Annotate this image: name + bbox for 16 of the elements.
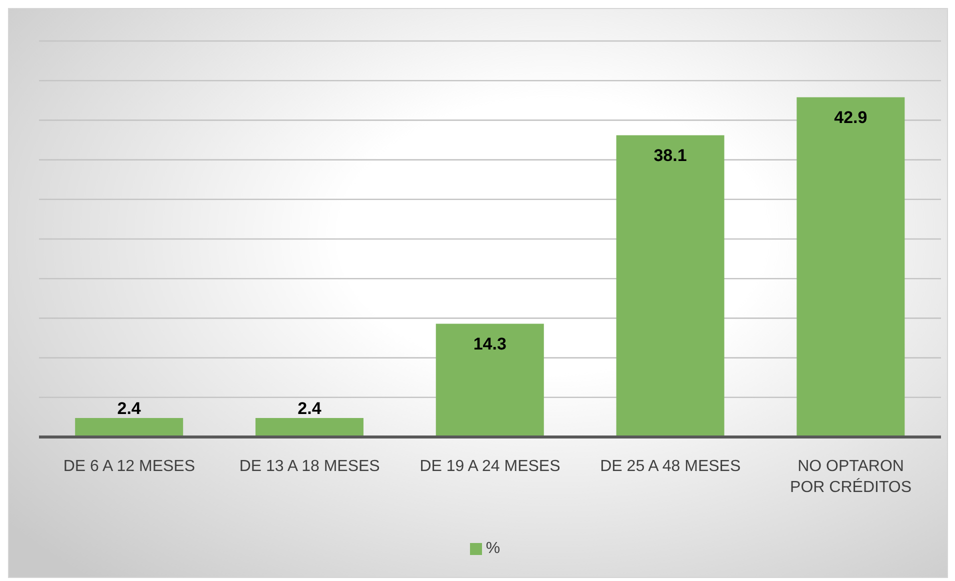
x-tick-label: DE 25 A 48 MESES: [600, 458, 741, 475]
x-tick-label: DE 6 A 12 MESES: [63, 458, 196, 475]
bar: [75, 418, 184, 437]
bar: [616, 135, 724, 437]
bar: [255, 418, 364, 437]
data-label: 38.1: [654, 146, 687, 166]
bar: [796, 97, 905, 437]
data-label: 2.4: [117, 398, 142, 418]
data-label: 2.4: [298, 398, 322, 418]
data-label: 42.9: [834, 108, 868, 128]
x-tick-label: NO OPTARON POR CRÉDITOS: [790, 458, 912, 496]
legend-label: %: [486, 540, 500, 557]
data-label: 14.3: [473, 334, 506, 354]
bar: [436, 324, 544, 437]
x-tick-label: DE 13 A 18 MESES: [239, 458, 380, 475]
x-tick-label: DE 19 A 24 MESES: [420, 458, 560, 475]
